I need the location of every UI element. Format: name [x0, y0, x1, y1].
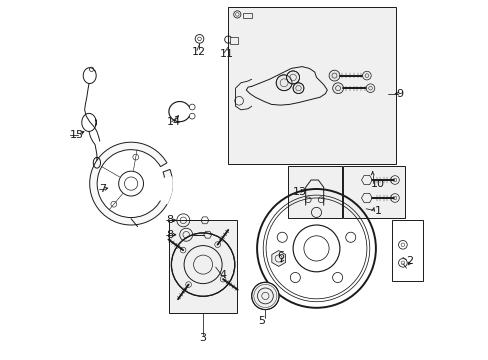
- Circle shape: [171, 233, 234, 296]
- Circle shape: [251, 282, 279, 310]
- Bar: [391, 220, 422, 281]
- Text: 11: 11: [220, 49, 234, 59]
- Bar: [228, 7, 395, 164]
- Text: 8: 8: [166, 215, 173, 225]
- Text: 13: 13: [292, 186, 306, 197]
- Text: 3: 3: [199, 333, 206, 343]
- Text: 15: 15: [70, 130, 84, 140]
- Text: 6: 6: [276, 251, 284, 261]
- Text: 10: 10: [370, 179, 384, 189]
- Bar: [242, 13, 251, 18]
- Bar: [230, 37, 238, 44]
- Circle shape: [292, 83, 303, 94]
- Circle shape: [286, 71, 299, 84]
- Circle shape: [362, 71, 370, 80]
- Text: 2: 2: [406, 256, 413, 266]
- Bar: [168, 220, 237, 313]
- Circle shape: [276, 75, 291, 91]
- Circle shape: [366, 84, 374, 93]
- Bar: [287, 166, 341, 218]
- Polygon shape: [361, 175, 371, 185]
- Circle shape: [332, 83, 343, 94]
- Text: 8: 8: [166, 230, 173, 240]
- Text: 12: 12: [192, 47, 206, 57]
- Wedge shape: [159, 176, 173, 204]
- Text: 14: 14: [167, 117, 181, 127]
- Bar: [343, 166, 404, 218]
- Text: 4: 4: [219, 270, 226, 280]
- Text: 1: 1: [374, 206, 381, 216]
- Polygon shape: [271, 251, 285, 266]
- Text: 7: 7: [99, 184, 105, 194]
- Text: 9: 9: [396, 89, 403, 99]
- Circle shape: [328, 70, 339, 81]
- Text: 5: 5: [258, 316, 264, 326]
- Polygon shape: [361, 193, 371, 203]
- Wedge shape: [89, 142, 172, 225]
